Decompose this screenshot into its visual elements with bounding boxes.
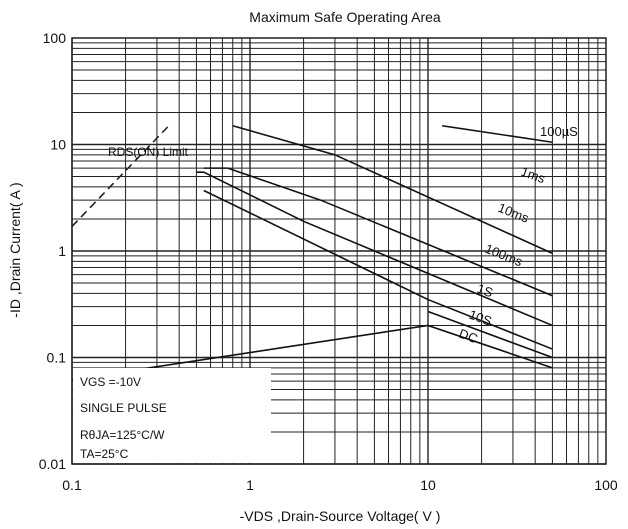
- curve-label-1s: 1S: [475, 281, 495, 301]
- x-tick-label: 0.1: [62, 477, 82, 493]
- x-tick-label: 1: [246, 477, 254, 493]
- x-tick-label: 10: [420, 477, 436, 493]
- x-axis-label: -VDS ,Drain-Source Voltage( V ): [240, 508, 441, 524]
- y-axis-label: -ID ,Drain Current( A ): [7, 182, 23, 317]
- soa-curve-6: [71, 324, 553, 381]
- curve-label-1ms: 1ms: [519, 164, 548, 187]
- x-tick-label: 100: [594, 477, 618, 493]
- condition-ta: TA=25°C: [80, 447, 129, 461]
- chart-title: Maximum Safe Operating Area: [249, 9, 441, 25]
- curve-label-100us: 100µS: [540, 124, 578, 139]
- soa-curve-2: [203, 167, 553, 297]
- y-tick-label: 0.01: [39, 456, 66, 472]
- y-tick-label: 10: [50, 137, 66, 153]
- y-tick-label: 0.1: [47, 350, 67, 366]
- soa-curve-4: [203, 189, 553, 350]
- curve-group: [71, 124, 553, 381]
- soa-curve-3: [196, 171, 553, 327]
- condition-vgs: VGS =-10V: [80, 375, 141, 389]
- y-tick-label: 100: [43, 30, 67, 46]
- tick-label-group: 0.1 1 10 100 0.01 0.1 1 10 100: [39, 30, 618, 493]
- curve-label-10ms: 10ms: [496, 200, 532, 226]
- curve-label-100ms: 100ms: [483, 241, 525, 270]
- y-tick-label: 1: [58, 243, 66, 259]
- soa-curve-5: [427, 310, 553, 359]
- condition-rtheta: RθJA=125°C/W: [80, 428, 165, 442]
- soa-curve-0: [441, 124, 553, 144]
- rds-limit-line: [71, 125, 170, 228]
- soa-curve-1: [232, 124, 553, 255]
- conditions-box: [73, 368, 271, 463]
- curve-label-dc: DC: [457, 326, 480, 347]
- rds-limit-label: RDS(ON) Limit: [108, 145, 189, 159]
- condition-single-pulse: SINGLE PULSE: [80, 401, 167, 415]
